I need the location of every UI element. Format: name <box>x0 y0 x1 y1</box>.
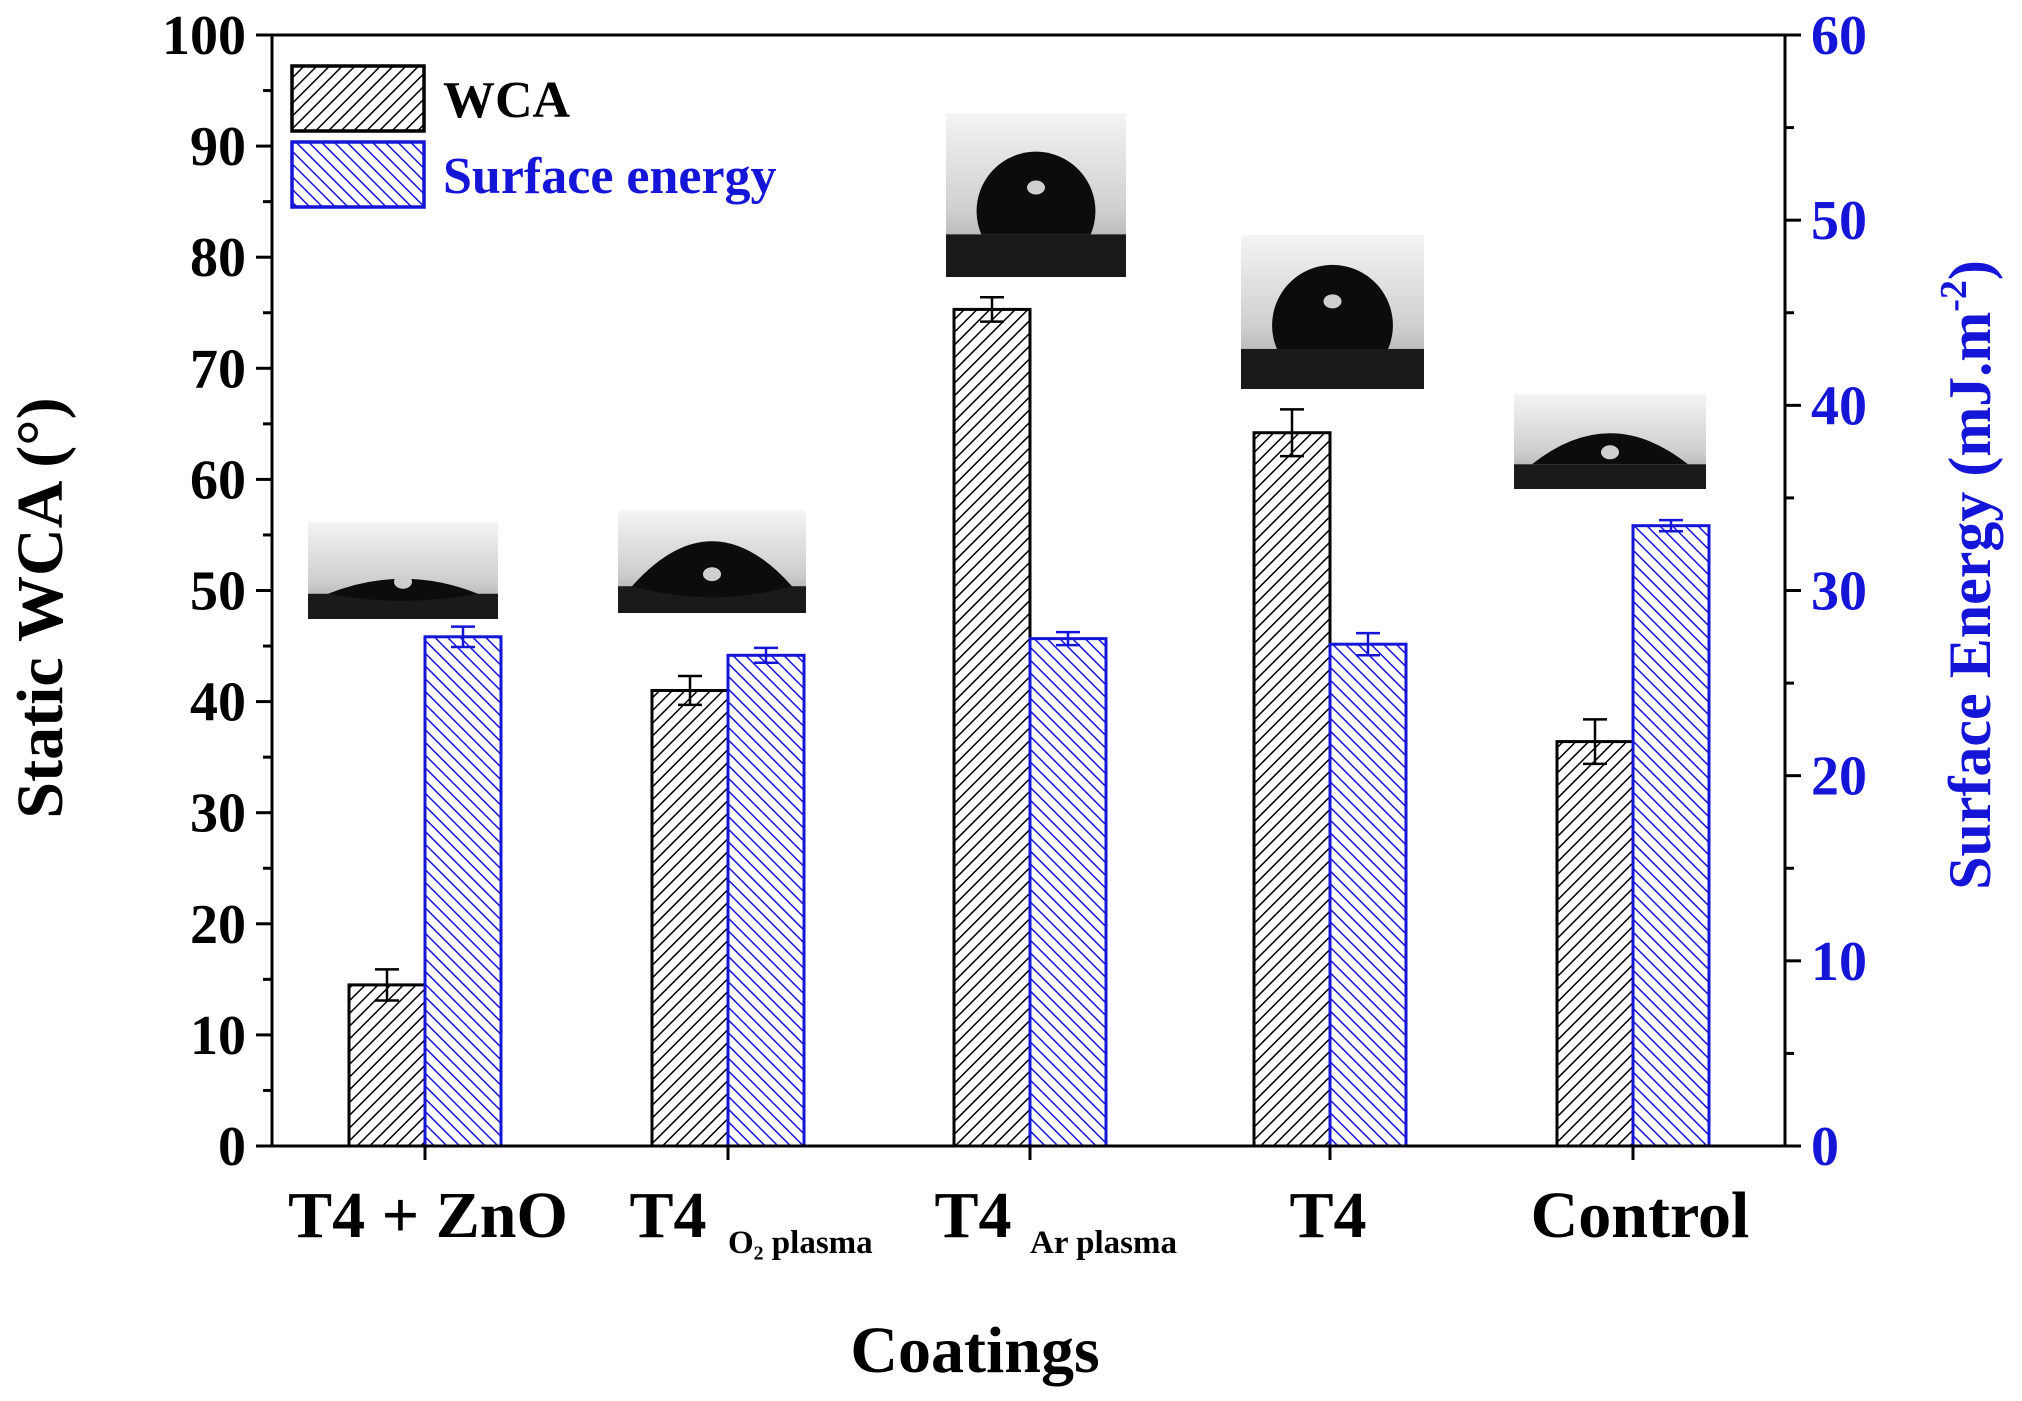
wca-bar-3 <box>1252 431 1332 1148</box>
droplet-highlight-0 <box>394 574 412 589</box>
legend-label-surface-energy: Surface energy <box>443 148 777 205</box>
energy-bar-3 <box>1328 642 1408 1148</box>
y-left-tick-label-40: 40 <box>190 672 246 734</box>
y-axis-title-left: Static WCA (°) <box>4 397 77 818</box>
legend-swatch-surface-energy <box>290 140 426 209</box>
wca-bar-4 <box>1555 740 1635 1148</box>
droplet-image-3 <box>1241 235 1424 389</box>
wca-bar-2 <box>952 307 1032 1148</box>
wca-bar-1 <box>650 688 730 1148</box>
droplet-shape-0 <box>328 578 478 601</box>
x-tick-label-4: Control <box>1531 1179 1750 1252</box>
legend: WCA Surface energy <box>290 64 777 209</box>
y-left-tick-label-100: 100 <box>162 5 246 67</box>
y-left-tick-label-10: 10 <box>190 1005 246 1067</box>
droplet-image-4 <box>1514 394 1706 489</box>
y-left-tick-label-50: 50 <box>190 561 246 623</box>
y-right-tick-label-40: 40 <box>1811 375 1867 437</box>
energy-bar-4 <box>1631 524 1711 1148</box>
y-left-tick-label-60: 60 <box>190 449 246 511</box>
y-axis-title-right: Surface Energy (mJ.m-2) <box>1933 260 2003 890</box>
y-right-tick-label-10: 10 <box>1811 931 1867 993</box>
x-tick-sublabel-1: O₂ plasma <box>728 1225 873 1261</box>
droplet-highlight-3 <box>1323 294 1342 309</box>
x-tick-label-2: T4 <box>934 1179 1011 1252</box>
energy-bar-2 <box>1028 637 1108 1148</box>
x-tick-label-0: T4 + ZnO <box>288 1179 568 1252</box>
x-axis-title: Coatings <box>850 1314 1099 1387</box>
droplet-highlight-2 <box>1027 180 1045 195</box>
y-left-tick-label-80: 80 <box>190 227 246 289</box>
y-right-tick-label-30: 30 <box>1811 561 1867 623</box>
x-tick-label-3: T4 <box>1289 1179 1366 1252</box>
y-left-tick-label-30: 30 <box>190 783 246 845</box>
legend-label-wca: WCA <box>443 72 571 129</box>
y-right-tick-label-20: 20 <box>1811 746 1867 808</box>
x-tick-sublabel-2: Ar plasma <box>1030 1225 1177 1261</box>
droplet-substrate-2 <box>946 234 1126 277</box>
droplet-image-0 <box>308 522 498 619</box>
legend-swatch-wca <box>290 64 426 133</box>
droplet-highlight-4 <box>1601 445 1619 460</box>
droplet-substrate-4 <box>1514 464 1706 489</box>
droplet-image-1 <box>618 510 806 613</box>
y-left-tick-label-0: 0 <box>218 1116 246 1178</box>
droplet-highlight-1 <box>703 567 721 582</box>
droplet-substrate-3 <box>1241 348 1424 389</box>
y-right-tick-label-60: 60 <box>1811 5 1867 67</box>
y-left-tick-label-70: 70 <box>190 338 246 400</box>
wca-bar-0 <box>347 983 427 1148</box>
y-right-tick-label-0: 0 <box>1811 1116 1839 1178</box>
y-right-tick-label-50: 50 <box>1811 190 1867 252</box>
y-left-tick-label-20: 20 <box>190 894 246 956</box>
energy-bar-1 <box>726 653 806 1148</box>
energy-bar-0 <box>423 635 503 1148</box>
x-tick-label-1: T4 <box>629 1179 706 1252</box>
droplet-image-2 <box>946 113 1126 277</box>
y-left-tick-label-90: 90 <box>190 116 246 178</box>
